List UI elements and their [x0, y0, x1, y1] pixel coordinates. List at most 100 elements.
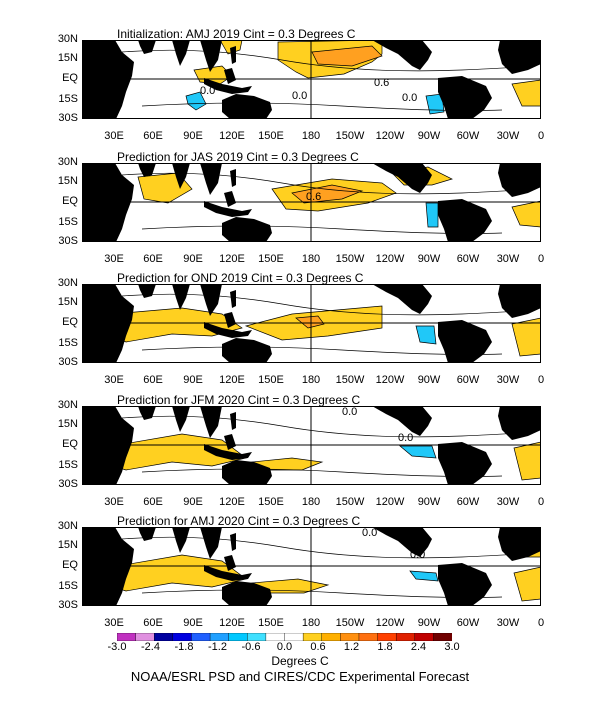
- colorbar-tick-label: -1.2: [208, 641, 227, 653]
- cool-anomaly-region: [185, 91, 207, 111]
- longitude-label: 30E: [104, 496, 124, 508]
- india-landmass: [172, 284, 190, 310]
- map-frame: [82, 527, 541, 606]
- west-africa-landmass: [498, 40, 541, 74]
- longitude-label: 180: [301, 374, 321, 386]
- panel-title: Prediction for AMJ 2020 Cint = 0.3 Degre…: [117, 514, 361, 528]
- west-africa-landmass: [498, 527, 541, 561]
- contour-label: 0.0: [362, 527, 377, 539]
- latitude-label: 30S: [58, 356, 78, 368]
- longitude-label: 30E: [104, 253, 124, 265]
- latitude-label: EQ: [62, 72, 78, 84]
- indochina-landmass: [200, 527, 222, 559]
- anomaly-map: [82, 284, 545, 363]
- borneo-landmass: [224, 191, 236, 207]
- latitude-label: 15S: [58, 337, 78, 349]
- forecast-panel: Prediction for AMJ 2020 Cint = 0.3 Degre…: [0, 514, 600, 638]
- longitude-label: 60E: [143, 130, 163, 142]
- anomaly-map: 0.0 0.0 0.6 0.0: [82, 39, 545, 119]
- colorbar-swatch: [247, 632, 267, 642]
- longitude-label: 150W: [335, 130, 365, 142]
- colorbar-tick-label: -1.8: [174, 641, 194, 653]
- longitude-label: 90W: [417, 253, 441, 265]
- contour-label: 0.0: [292, 90, 307, 102]
- contour-label: 0.0: [402, 92, 417, 104]
- colorbar-tick-label: 0.0: [276, 641, 293, 653]
- latitude-label: 15S: [58, 580, 78, 592]
- philippines-landmass: [230, 46, 236, 64]
- map-frame: [82, 406, 541, 485]
- colorbar-swatch: [302, 632, 323, 642]
- longitude-label: 90W: [417, 617, 441, 629]
- panel-title: Prediction for OND 2019 Cint = 0.3 Degre…: [117, 271, 364, 285]
- colorbar-swatch: [377, 632, 397, 642]
- central-america-landmass: [372, 284, 432, 314]
- latitude-label: 30N: [57, 277, 78, 289]
- indochina-landmass: [200, 40, 222, 72]
- philippines-landmass: [230, 533, 236, 551]
- indonesia-landmass: [204, 565, 252, 581]
- cool-anomaly-region: [409, 570, 439, 582]
- arabia-landmass: [138, 406, 156, 420]
- map-svg: 0.6: [82, 163, 545, 242]
- longitude-label: 120E: [219, 496, 245, 508]
- colorbar-swatch: [135, 632, 155, 642]
- colorbar-tick-label: -3.0: [107, 641, 127, 653]
- australia-landmass: [222, 217, 272, 242]
- latitude-label: 30N: [57, 156, 78, 168]
- cool-anomaly-region: [425, 202, 439, 228]
- cool-anomaly-region: [425, 93, 445, 115]
- map-frame: [82, 40, 541, 119]
- panel-title: Prediction for JAS 2019 Cint = 0.3 Degre…: [117, 150, 359, 164]
- latitude-label: 30S: [58, 235, 78, 247]
- colorbar-swatch: [414, 632, 434, 642]
- longitude-label: 30E: [104, 374, 124, 386]
- longitude-label: 150W: [335, 374, 365, 386]
- latitude-label: 15S: [58, 216, 78, 228]
- south-america-landmass: [438, 199, 492, 242]
- longitude-label: 150W: [335, 496, 365, 508]
- cool-anomaly-region: [415, 325, 437, 345]
- map-svg: 0.0 0.0: [82, 527, 545, 606]
- forecast-panel: Prediction for OND 2019 Cint = 0.3 Degre…: [0, 271, 600, 395]
- colorbar-swatch: [191, 632, 211, 642]
- longitude-label: 0: [537, 253, 545, 265]
- longitude-label: 30W: [496, 374, 520, 386]
- indonesia-landmass: [204, 322, 252, 338]
- colorbar-tick-label: 0.6: [310, 641, 326, 653]
- longitude-label: 30W: [496, 130, 520, 142]
- cool-anomaly-region: [399, 445, 437, 459]
- colorbar-swatch: [154, 632, 174, 642]
- india-landmass: [172, 163, 190, 189]
- longitude-label: 60E: [143, 496, 163, 508]
- longitude-label: 30E: [104, 130, 124, 142]
- longitude-label: 150E: [258, 130, 284, 142]
- contour-label: 0.0: [342, 406, 357, 418]
- panel-title: Initialization: AMJ 2019 Cint = 0.3 Degr…: [117, 27, 356, 41]
- colorbar-tick-label: 3.0: [444, 641, 460, 653]
- forecast-panel: Prediction for JAS 2019 Cint = 0.3 Degre…: [0, 150, 600, 274]
- longitude-label: 180: [301, 253, 321, 265]
- latitude-label: 15N: [57, 296, 78, 308]
- central-america-landmass: [372, 406, 432, 436]
- latitude-label: 30N: [57, 520, 78, 532]
- arabia-landmass: [138, 163, 156, 177]
- colorbar-swatch: [116, 632, 137, 642]
- longitude-label: 0: [537, 617, 545, 629]
- longitude-label: 90E: [183, 496, 203, 508]
- longitude-label: 30W: [496, 496, 520, 508]
- australia-landmass: [222, 94, 272, 119]
- longitude-label: 90E: [183, 374, 203, 386]
- credit-line: NOAA/ESRL PSD and CIRES/CDC Experimental…: [130, 669, 470, 684]
- map-svg: 0.0 0.0 0.6 0.0: [82, 39, 545, 119]
- australia-landmass: [222, 581, 272, 606]
- indonesia-landmass: [204, 78, 252, 94]
- longitude-label: 150E: [258, 374, 284, 386]
- map-svg: [82, 284, 545, 363]
- colorbar-swatch: [358, 632, 379, 642]
- longitude-label: 180: [301, 617, 321, 629]
- latitude-label: 30N: [57, 399, 78, 411]
- colorbar-swatches: [116, 632, 453, 642]
- anomaly-map: 0.6: [82, 163, 545, 242]
- latitude-label: EQ: [62, 316, 78, 328]
